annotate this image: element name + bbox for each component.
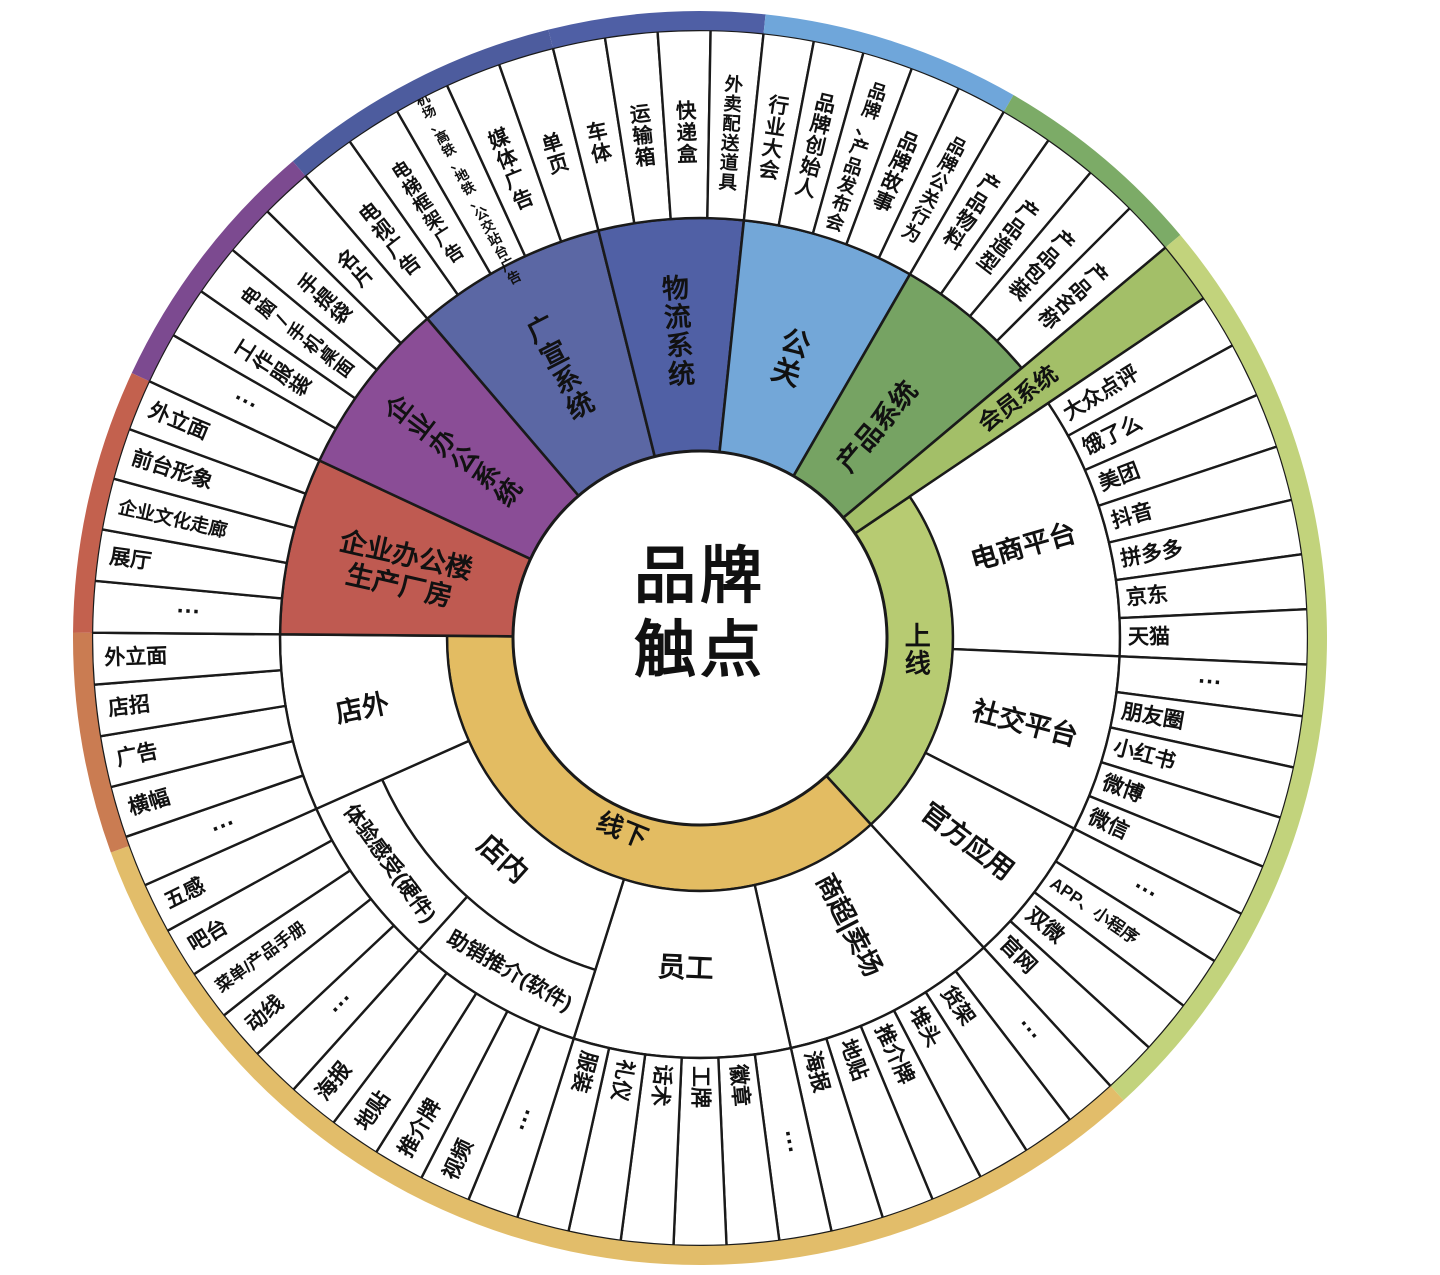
leaf-wedge: [995, 206, 1167, 370]
center-title: 品牌 触点: [520, 540, 880, 688]
sector-label-yuangong: 员工: [657, 951, 714, 984]
sector-label-online: 上线: [905, 621, 931, 679]
leaf-label: 快递盒: [675, 99, 699, 167]
rim-arc: [292, 29, 553, 176]
rim-arc: [131, 161, 306, 382]
leaf-label: 外立面: [104, 644, 168, 670]
leaf-label: 天猫: [1128, 626, 1170, 649]
rim-arc: [110, 845, 1124, 1266]
leaf-label: 徽章: [726, 1062, 754, 1107]
leaf-wedge: [265, 174, 429, 345]
rim-arc: [1110, 234, 1327, 1101]
leaf-label: 店招: [107, 692, 152, 721]
leaf-label: 行业大会: [756, 92, 791, 183]
center-title-line2: 触点: [633, 616, 766, 685]
leaf-label: 电脑/手机桌面: [236, 282, 358, 382]
leaf-label: 京东: [1125, 582, 1169, 610]
rim-arc: [73, 632, 129, 853]
leaf-label: ···: [774, 1128, 805, 1156]
rim-arc: [1004, 95, 1181, 248]
center-title-line1: 品牌: [633, 542, 766, 611]
rim-arc: [73, 373, 149, 633]
rim-arc: [763, 14, 1014, 112]
leaf-label: ···: [176, 598, 201, 626]
leaf-label: ···: [1197, 668, 1223, 697]
leaf-label: 运输箱: [629, 102, 657, 170]
leaf-label: 话术: [648, 1063, 675, 1107]
leaf-label: 展厅: [108, 545, 153, 574]
leaf-label: 外卖配送道具: [718, 73, 744, 193]
sector-label-wuliu: 物流系统: [661, 273, 696, 390]
leaf-label: 机场、高铁、地铁、公交站台广告: [413, 89, 525, 288]
rim-arc: [548, 11, 766, 49]
leaf-label: 工牌: [689, 1066, 713, 1108]
center-circle: [511, 449, 889, 827]
